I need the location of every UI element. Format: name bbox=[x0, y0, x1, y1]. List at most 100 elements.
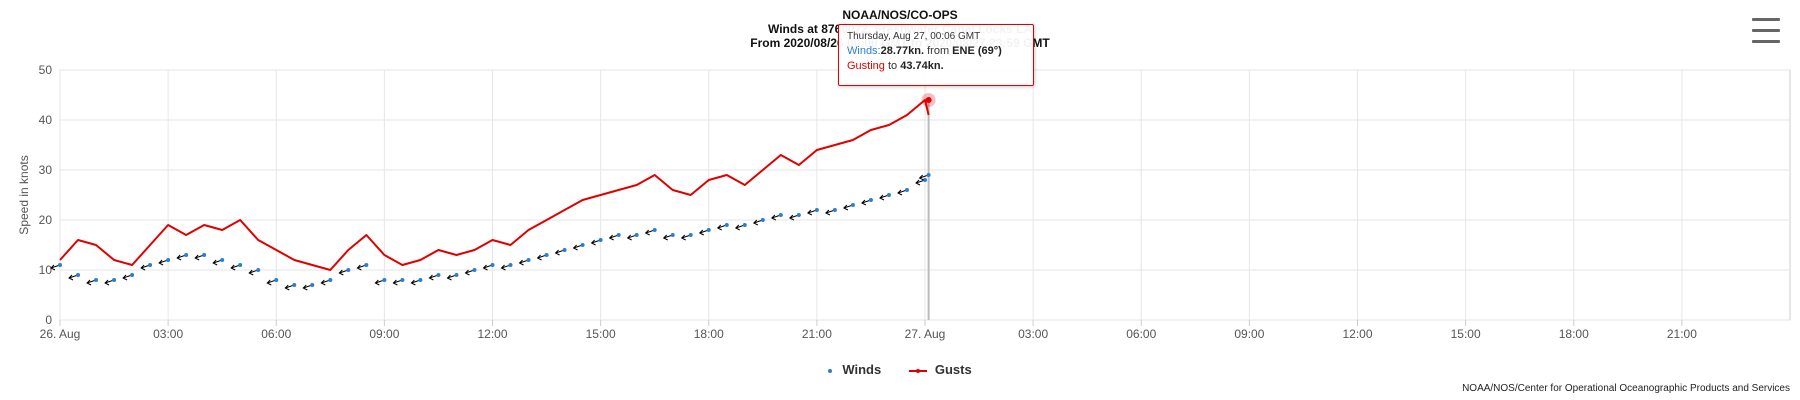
x-tick-label: 12:00 bbox=[1342, 327, 1372, 341]
wind-point bbox=[760, 218, 765, 222]
wind-point bbox=[274, 278, 279, 282]
y-tick-label: 40 bbox=[39, 113, 53, 127]
wind-arrow-head bbox=[590, 239, 596, 246]
wind-arrow-head bbox=[554, 249, 560, 256]
wind-point bbox=[616, 233, 621, 237]
tooltip-gust-value: 43.74kn. bbox=[900, 60, 944, 72]
y-tick-label: 20 bbox=[39, 213, 53, 227]
wind-point bbox=[688, 233, 693, 237]
wind-point bbox=[220, 258, 225, 262]
data-tooltip: Thursday, Aug 27, 00:06 GMT Winds:28.77k… bbox=[838, 24, 1034, 86]
wind-point bbox=[904, 188, 909, 192]
wind-arrow-head bbox=[248, 269, 254, 276]
wind-point bbox=[544, 253, 549, 257]
x-tick-label: 09:00 bbox=[369, 327, 399, 341]
wind-arrow-head bbox=[897, 189, 903, 196]
gusts-legend-symbol bbox=[908, 368, 927, 373]
wind-arrow-head bbox=[104, 279, 110, 286]
x-tick-label: 03:00 bbox=[1018, 327, 1048, 341]
x-tick-label: 26. Aug bbox=[40, 327, 81, 341]
wind-point bbox=[454, 273, 459, 277]
y-tick-label: 0 bbox=[45, 313, 52, 327]
wind-point bbox=[472, 268, 477, 272]
wind-arrow-head bbox=[626, 234, 632, 241]
y-tick-label: 10 bbox=[39, 263, 53, 277]
wind-point bbox=[382, 278, 387, 282]
menu-bar bbox=[1752, 40, 1780, 43]
wind-arrow-head bbox=[789, 214, 795, 221]
wind-point bbox=[814, 208, 819, 212]
wind-point bbox=[328, 278, 333, 282]
wind-arrow-head bbox=[158, 259, 164, 266]
x-tick-label: 03:00 bbox=[153, 327, 183, 341]
wind-arrow-head bbox=[50, 264, 56, 271]
wind-arrow-head bbox=[176, 254, 182, 261]
wind-point bbox=[184, 253, 189, 257]
wind-arrow-head bbox=[918, 174, 924, 181]
y-tick-label: 50 bbox=[39, 63, 53, 77]
wind-point bbox=[923, 178, 927, 182]
wind-arrow-head bbox=[500, 264, 506, 271]
wind-arrow-head bbox=[266, 279, 272, 286]
legend-item-gusts[interactable]: Gusts bbox=[908, 362, 972, 377]
y-tick-label: 30 bbox=[39, 163, 53, 177]
wind-arrow-head bbox=[807, 209, 813, 216]
menu-bar bbox=[1752, 29, 1780, 32]
wind-arrow-head bbox=[482, 264, 488, 271]
wind-point bbox=[112, 278, 117, 282]
wind-point bbox=[76, 273, 81, 277]
y-axis-label: Speed in knots bbox=[17, 155, 31, 234]
wind-point bbox=[508, 263, 513, 267]
tooltip-winds-direction: ENE (69°) bbox=[952, 45, 1002, 57]
wind-arrow-head bbox=[572, 244, 578, 251]
wind-point bbox=[364, 263, 369, 267]
wind-arrow-head bbox=[734, 224, 741, 231]
legend-item-winds[interactable]: Winds bbox=[828, 362, 881, 377]
wind-point bbox=[238, 263, 243, 267]
wind-point bbox=[796, 213, 801, 217]
x-tick-label: 15:00 bbox=[1451, 327, 1481, 341]
wind-arrow-head bbox=[879, 194, 885, 201]
wind-point bbox=[778, 213, 783, 217]
wind-arrow-head bbox=[302, 284, 308, 291]
tooltip-gust-line: Gusting to 43.74kn. bbox=[847, 59, 1025, 74]
wind-arrow-head bbox=[518, 259, 524, 266]
wind-point bbox=[292, 283, 297, 287]
wind-arrow-head bbox=[338, 269, 344, 276]
wind-arrow-head bbox=[644, 229, 650, 236]
wind-point bbox=[926, 173, 931, 177]
wind-arrow-head bbox=[140, 264, 146, 271]
tooltip-gust-to: to bbox=[884, 60, 901, 72]
credit-text: NOAA/NOS/Center for Operational Oceanogr… bbox=[1462, 383, 1790, 394]
wind-point bbox=[58, 263, 62, 267]
wind-point bbox=[724, 223, 729, 227]
highlight-point bbox=[925, 97, 932, 103]
wind-arrow-head bbox=[86, 279, 92, 286]
gusts-series-line bbox=[59, 99, 930, 271]
wind-arrow-head bbox=[752, 219, 759, 226]
wind-point bbox=[490, 263, 495, 267]
wind-point bbox=[562, 248, 567, 252]
wind-point bbox=[418, 278, 423, 282]
wind-arrow-head bbox=[861, 199, 867, 206]
wind-arrow-head bbox=[68, 274, 74, 281]
tooltip-winds-label: Winds: bbox=[847, 45, 881, 57]
tooltip-winds-value: 28.77kn. bbox=[880, 45, 925, 57]
wind-point bbox=[256, 268, 261, 272]
hamburger-menu-icon[interactable] bbox=[1752, 18, 1780, 44]
wind-arrow-head bbox=[320, 279, 326, 286]
x-tick-label: 06:00 bbox=[261, 327, 291, 341]
wind-point bbox=[400, 278, 405, 282]
wind-arrow-head bbox=[374, 279, 380, 286]
x-tick-label: 12:00 bbox=[477, 327, 507, 341]
wind-point bbox=[886, 193, 891, 197]
wind-arrow-head bbox=[662, 234, 668, 241]
x-tick-label: 21:00 bbox=[802, 327, 832, 341]
wind-point bbox=[598, 238, 603, 242]
wind-point bbox=[652, 228, 657, 232]
wind-arrow-head bbox=[608, 234, 614, 241]
wind-arrow-head bbox=[446, 274, 452, 281]
x-tick-label: 21:00 bbox=[1667, 327, 1697, 341]
wind-point bbox=[436, 273, 441, 277]
wind-point bbox=[634, 233, 639, 237]
